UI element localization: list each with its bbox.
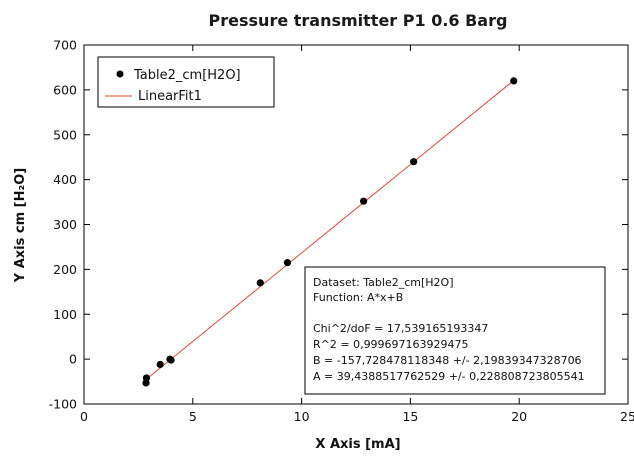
data-point [256, 279, 264, 287]
fit-line-dataset: Dataset: Table2_cm[H2O] [313, 276, 454, 289]
data-point [410, 158, 418, 166]
fit-line-b: B = -157,728478118348 +/- 2,198393473287… [313, 354, 582, 367]
legend-label-points: Table2_cm[H2O] [133, 68, 241, 83]
fit-results-frame [304, 266, 606, 395]
chart-title: Pressure transmitter P1 0.6 Barg [209, 11, 508, 30]
fit-line-a: A = 39,4388517762529 +/- 0,2288087238055… [313, 370, 585, 383]
x-tick-label: 0 [80, 409, 88, 424]
legend: Table2_cm[H2O] LinearFit1 [97, 56, 275, 108]
x-tick-label: 20 [511, 409, 527, 424]
data-point [510, 77, 518, 85]
y-tick-label: 0 [69, 352, 77, 367]
y-axis-label: Y Axis cm [H₂O] [13, 168, 28, 283]
fit-line-chi2: Chi^2/doF = 17,539165193347 [313, 322, 488, 335]
y-tick-label: 200 [53, 262, 77, 277]
legend-marker-points [116, 70, 124, 78]
x-tick-label: 25 [620, 409, 634, 424]
y-tick-label: -100 [49, 397, 77, 412]
fit-line-function: Function: A*x+B [313, 291, 403, 304]
fit-line-r2: R^2 = 0,999697163929475 [313, 338, 469, 351]
data-point [156, 360, 164, 369]
data-point [283, 259, 292, 267]
x-tick-label: 10 [294, 409, 310, 424]
legend-label-fit: LinearFit1 [138, 89, 202, 104]
y-tick-label: 600 [53, 82, 77, 97]
data-point [167, 356, 175, 364]
x-tick-label: 15 [402, 409, 418, 424]
fit-results-box: Dataset: Table2_cm[H2O] Function: A*x+B … [304, 266, 606, 395]
data-point [360, 197, 368, 205]
x-axis-label: X Axis [mA] [315, 437, 400, 452]
legend-box [97, 56, 275, 108]
x-tick-label: 5 [189, 409, 197, 424]
y-tick-label: 400 [53, 172, 77, 187]
y-tick-label: 500 [53, 127, 77, 142]
y-tick-label: 300 [53, 217, 77, 232]
y-tick-label: 100 [53, 307, 77, 322]
y-tick-label: 700 [53, 38, 77, 53]
data-point [142, 374, 151, 382]
fit-line [145, 80, 515, 380]
